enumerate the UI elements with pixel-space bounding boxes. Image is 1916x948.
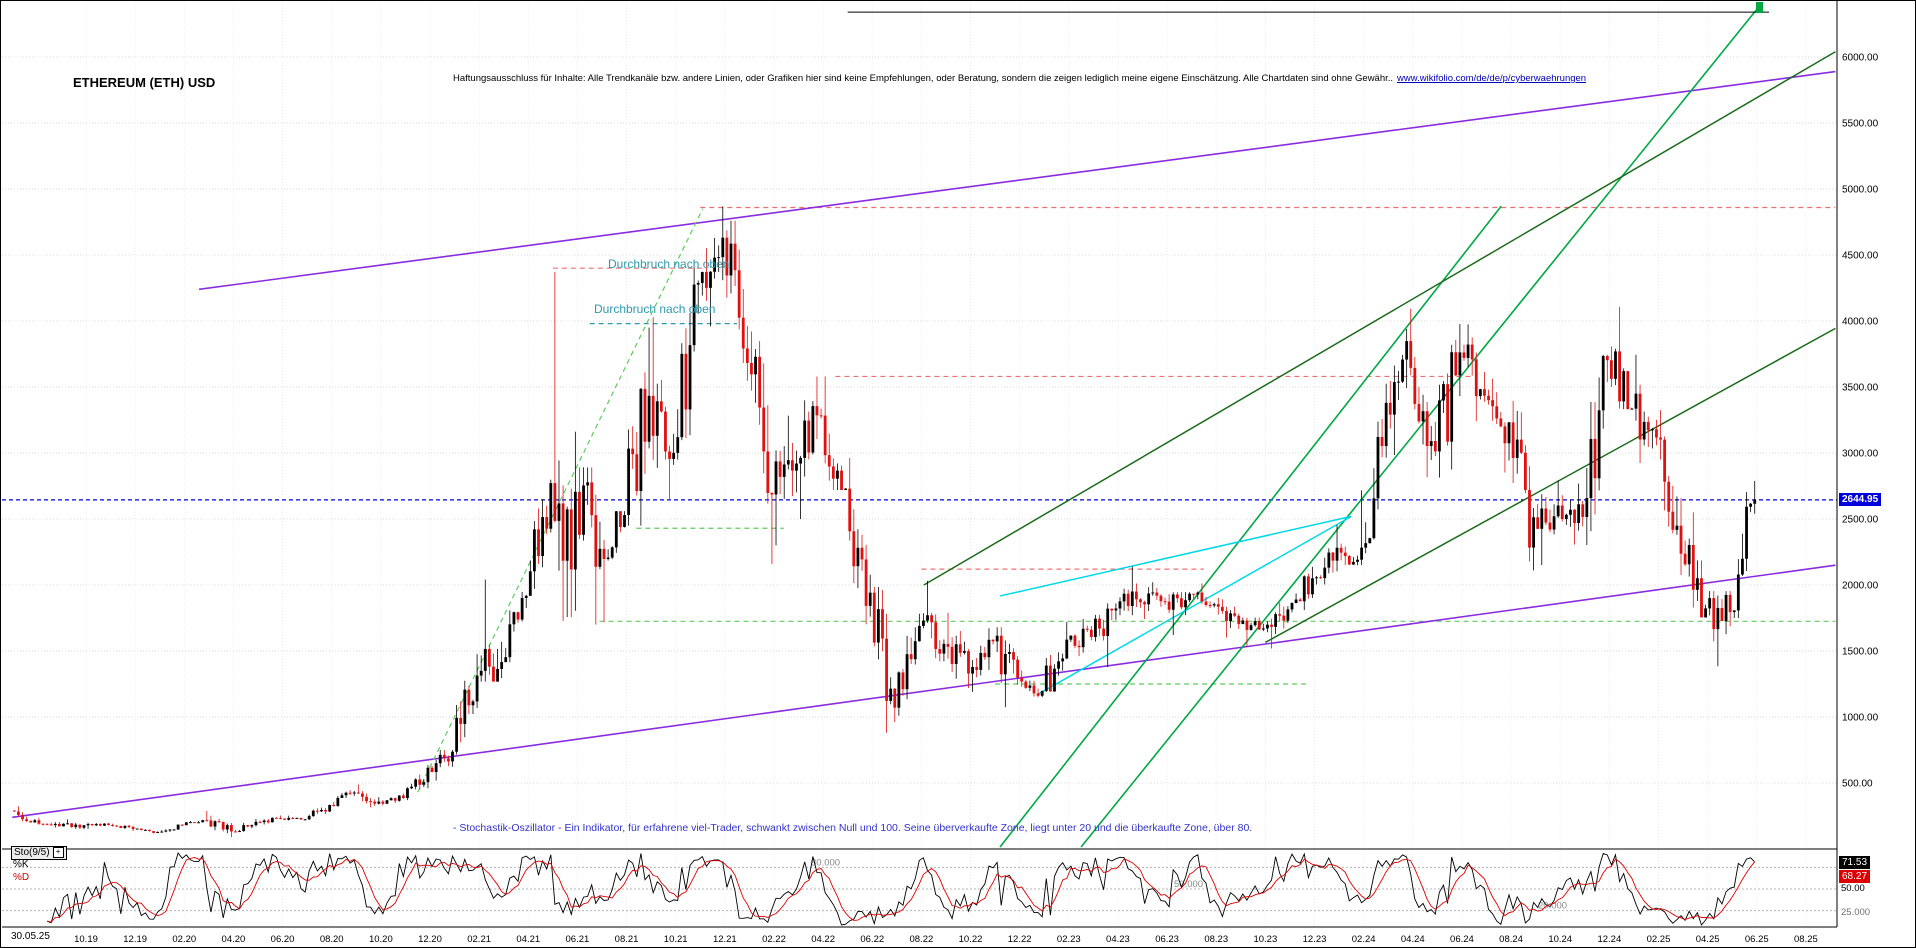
price-axis-label: 3500.00 [1842,383,1879,394]
x-axis-label: 02.23 [1057,934,1081,945]
x-axis-label: 08.25 [1794,934,1818,945]
x-axis-label: 02.22 [762,934,786,945]
trendline-uptrend-2022-green [999,205,1502,848]
disclaimer-link[interactable]: www.wikifolio.com/de/de/p/cyberwaehrunge… [1397,73,1587,84]
x-axis-label: 12.23 [1303,934,1327,945]
annotation-breakout-lower: Durchbruch nach oben [594,302,716,316]
d-value-badge: 68.27 [1839,870,1871,883]
x-axis-label: 08.23 [1204,934,1228,945]
annotation-breakout-upper: Durchbruch nach oben [608,257,730,271]
x-axis-label: 10.20 [369,934,393,945]
price-axis-label: 1500.00 [1842,647,1879,658]
x-axis-label: 06.20 [271,934,295,945]
disclaimer-body: Haftungsausschluss für Inhalte: Alle Tre… [453,73,1394,84]
trendline-top-marker [1756,2,1763,13]
d-line-label: %D [13,872,30,883]
x-axis-label: 04.23 [1106,934,1130,945]
price-axis-label: 4500.00 [1842,251,1879,262]
levels-layer [2,206,1837,685]
axis-labels-layer: 6000.00 5500.00 5000.00 4500.00 4000.00 3500.… [74,53,1878,946]
x-axis-label: 12.19 [123,934,147,945]
x-axis-label: 08.21 [615,934,639,945]
x-axis-label: 10.24 [1548,934,1572,945]
x-axis-label: 06.22 [860,934,884,945]
expand-icon[interactable]: + [52,847,64,858]
price-axis-label: 500.00 [1842,779,1873,790]
k-line-label: %K [13,859,29,870]
x-axis-label: 12.21 [713,934,737,945]
stochastic-description: - Stochastik-Oszillator - Ein Indikator,… [453,822,1253,834]
x-axis-label: 06.21 [566,934,590,945]
x-axis-label: 02.25 [1647,934,1671,945]
k-value-badge: 71.53 [1839,856,1871,869]
trendlines-layer [12,2,1836,848]
price-axis-label: 4000.00 [1842,317,1879,328]
x-axis-label: 04.20 [222,934,246,945]
oscillator-grid-label: 80.000 [811,857,840,868]
price-axis-label: 2000.00 [1842,581,1879,592]
oscillator-grid-label: 20.000 [1538,901,1567,912]
oscillator-low-label: 25.000 [1841,907,1871,918]
trendline-wedge-cyan-upper [999,515,1352,597]
trendline-uptrend-darkgreen-long [923,51,1836,586]
price-axis-label: 1000.00 [1842,713,1879,724]
oscillator-mid-label: 50.00 [1841,883,1865,894]
x-axis-label: 08.22 [909,934,933,945]
oscillator-layer: 80.000 50.000 20.000 [2,852,1837,926]
x-axis-label: 04.25 [1696,934,1720,945]
x-axis-label: 10.23 [1253,934,1277,945]
oscillator-grid-label: 50.000 [1174,879,1203,890]
price-axis-label: 3000.00 [1842,449,1879,460]
x-axis-label: 02.24 [1352,934,1376,945]
x-axis-label: 10.22 [959,934,983,945]
candles-layer [12,206,1757,838]
x-axis-label: 02.20 [172,934,196,945]
x-axis-label: 12.24 [1597,934,1621,945]
x-axis-label: 04.22 [811,934,835,945]
oscillator-d-line [47,857,1756,923]
x-axis-label: 06.25 [1745,934,1769,945]
x-axis-label: 08.20 [320,934,344,945]
trendline-channel-lower-purple [12,564,1836,819]
x-axis-label: 02.21 [467,934,491,945]
x-axis-label: 10.21 [664,934,688,945]
price-axis-label: 2500.00 [1842,515,1879,526]
price-axis-label: 5500.00 [1842,119,1879,130]
price-axis-label: 6000.00 [1842,53,1879,64]
stochastic-indicator-button[interactable]: Sto(9/5) + [11,846,67,860]
trendline-channel-upper-purple [198,70,1836,291]
trendline-wedge-cyan-lower [1036,515,1352,696]
disclaimer-text: Haftungsausschluss für Inhalte: Alle Tre… [453,73,1586,84]
x-axis-label: 10.19 [74,934,98,945]
x-axis-label: 06.24 [1450,934,1474,945]
chart-date-stamp: 30.05.25 [11,931,50,942]
x-axis-label: 12.20 [418,934,442,945]
x-axis-label: 04.24 [1401,934,1425,945]
price-axis-label: 5000.00 [1842,185,1879,196]
trendline-uptrend-darkgreen-low [1265,327,1836,644]
trendline-uptrend-2023-green [1080,2,1764,848]
grid-layer [2,2,1837,927]
current-price-badge: 2644.95 [1839,493,1882,506]
x-axis-label: 04.21 [516,934,540,945]
stochastic-indicator-label: Sto(9/5) [14,847,50,858]
x-axis-label: 06.23 [1155,934,1179,945]
chart-title: ETHEREUM (ETH) USD [73,75,216,90]
x-axis-label: 08.24 [1499,934,1523,945]
x-axis-label: 12.22 [1008,934,1032,945]
